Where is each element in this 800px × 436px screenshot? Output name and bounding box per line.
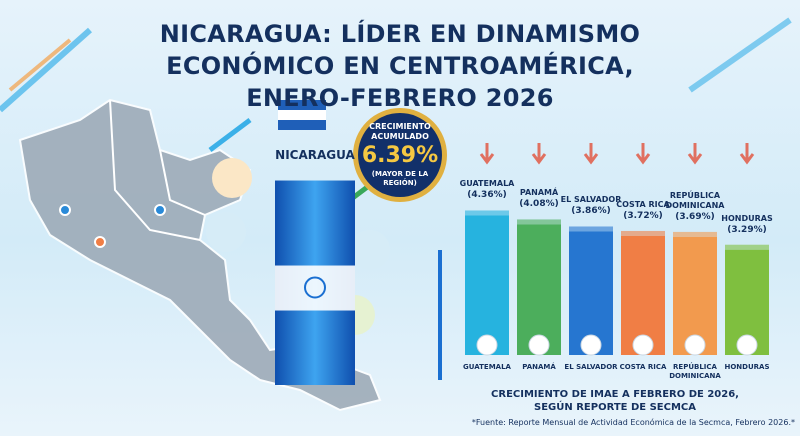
- down-arrow: [687, 143, 703, 165]
- icon-ship: [350, 230, 390, 270]
- bar-top: [569, 226, 613, 232]
- value-label: (3.29%): [727, 224, 767, 235]
- arrow: [688, 17, 792, 93]
- flag-circle: [632, 334, 654, 356]
- category-label: PANAMÁ: [519, 188, 559, 198]
- value-label: (3.86%): [571, 206, 611, 217]
- map-marker: [59, 204, 71, 216]
- flag: [278, 120, 326, 130]
- bar-top: [725, 244, 769, 250]
- x-tick-label: EL SALVADOR: [564, 363, 618, 371]
- title: NICARAGUA: LÍDER EN DINAMISMO ECONÓMICO …: [159, 20, 641, 112]
- category-label: GUATEMALA: [459, 179, 515, 189]
- value-label: (4.08%): [519, 199, 559, 210]
- flag-circle: [476, 334, 498, 356]
- category-label: EL SALVADOR: [560, 195, 622, 205]
- bar: [517, 224, 561, 355]
- x-tick-label: COSTA RICA: [619, 363, 667, 371]
- value-label: (4.36%): [467, 190, 507, 201]
- down-arrow: [635, 143, 651, 165]
- pillar-band: [275, 265, 355, 311]
- flag-circle: [684, 334, 706, 356]
- source: *Fuente: Reporte Mensual de Actividad Ec…: [471, 418, 795, 427]
- down-arrow: [531, 143, 547, 165]
- icon-industry: [212, 158, 252, 198]
- x-tick-label: REPÚBLICA DOMINICANA: [669, 363, 721, 380]
- category-label: HONDURAS: [721, 213, 773, 223]
- bar-top: [673, 231, 717, 237]
- badge-note: (MAYOR DE LA REGIÓN): [371, 170, 429, 187]
- value-label: (3.72%): [623, 210, 663, 221]
- down-arrow: [479, 143, 495, 165]
- pillar-emblem: [304, 276, 326, 299]
- badge-label: CRECIMIENTO ACUMULADO: [369, 122, 431, 141]
- x-tick-label: GUATEMALA: [463, 363, 511, 371]
- category-label: COSTA RICA: [616, 199, 670, 209]
- flag-circle: [580, 334, 602, 356]
- value-label: (3.69%): [675, 211, 715, 222]
- highlight-name: NICARAGUA: [275, 148, 355, 162]
- flag: [278, 100, 326, 110]
- down-arrow: [739, 143, 755, 165]
- down-arrow: [583, 143, 599, 165]
- bar-top: [465, 210, 509, 216]
- arrow: [8, 38, 72, 92]
- map-marker: [94, 236, 106, 248]
- badge-value: 6.39%: [361, 143, 439, 168]
- flag: [278, 110, 326, 120]
- bar: [569, 231, 613, 355]
- caption: CRECIMIENTO DE IMAE A FEBRERO DE 2026, S…: [491, 389, 739, 413]
- map-marker: [154, 204, 166, 216]
- bar: [465, 215, 509, 355]
- badge: [358, 113, 442, 197]
- x-tick-label: PANAMÁ: [522, 363, 556, 371]
- bar-top: [517, 219, 561, 225]
- icon-factory: [206, 212, 246, 252]
- flag-circle: [528, 334, 550, 356]
- map-border: [109, 99, 206, 241]
- bar-top: [621, 230, 665, 236]
- flag-circle: [736, 334, 758, 356]
- x-tick-label: HONDURAS: [724, 363, 770, 371]
- arrow: [208, 118, 252, 152]
- category-label: REPÚBLICA DOMINICANA: [665, 190, 725, 210]
- arrow: [0, 27, 92, 113]
